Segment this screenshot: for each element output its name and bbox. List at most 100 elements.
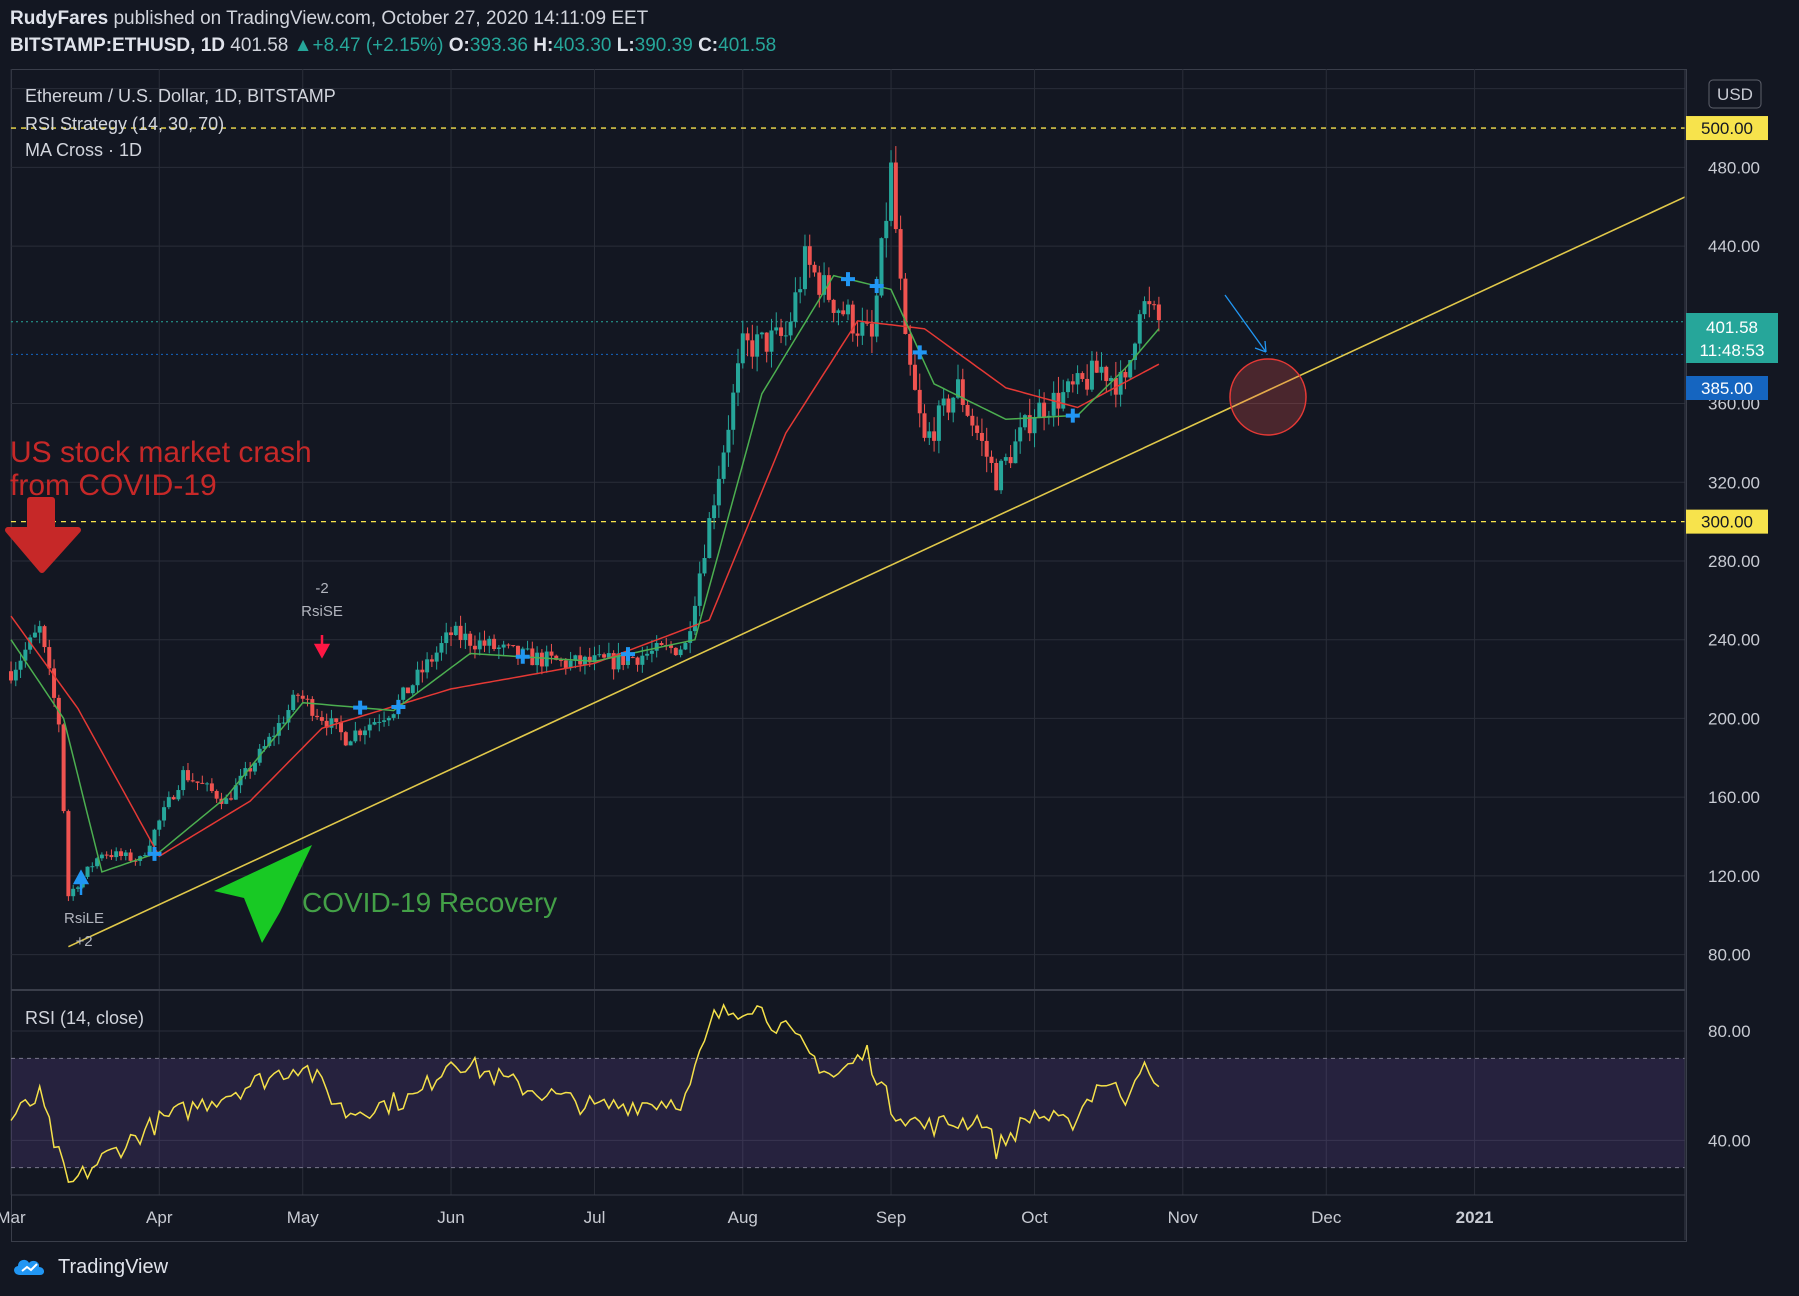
candle-body [252, 762, 257, 772]
candle-body [692, 605, 697, 632]
author-name[interactable]: RudyFares [10, 8, 109, 29]
candle-body [171, 797, 176, 800]
candle-body [1022, 415, 1027, 428]
candle-body [798, 289, 803, 293]
candle-body [1085, 378, 1090, 390]
currency-badge[interactable]: USD [1708, 79, 1762, 109]
candle-body [1075, 373, 1080, 385]
candle-body [32, 632, 37, 638]
strategy-legend[interactable]: RSI Strategy (14, 30, 70) [25, 114, 225, 134]
candle-body [922, 413, 927, 438]
candle-body [343, 732, 348, 746]
candle-body [826, 275, 831, 300]
rsi-tick-label: 80.00 [1708, 1022, 1751, 1041]
symbol-info: BITSTAMP:ETHUSD, 1D 401.58 ▲+8.47 (+2.15… [10, 35, 776, 57]
candle-body [13, 669, 18, 681]
candle-body [1056, 392, 1061, 409]
buy-markers [147, 272, 1080, 861]
time-tick-label: Nov [1168, 1208, 1199, 1227]
price-tick-label: 120.00 [1708, 867, 1760, 886]
short-signal-marker[interactable]: -2 RsiSE [301, 580, 343, 659]
candle-body [1142, 301, 1147, 315]
candle-body [162, 807, 167, 821]
chart-title[interactable]: Ethereum / U.S. Dollar, 1D, BITSTAMP [25, 86, 336, 106]
candle-body [1128, 360, 1133, 378]
candle-body [640, 655, 645, 665]
candle-body [453, 625, 458, 636]
level-500-badge: 500.00 [1686, 116, 1768, 141]
candle-body [262, 746, 267, 749]
svg-text:RsiSE: RsiSE [301, 603, 343, 620]
candle-body [224, 798, 229, 804]
time-tick-label: 2021 [1456, 1208, 1494, 1227]
rsi-axis[interactable]: 40.00 80.00 [1708, 1022, 1751, 1150]
candle-body [405, 687, 410, 694]
publish-date: published on TradingView.com, October 27… [108, 8, 649, 29]
low-value: 390.39 [634, 35, 693, 56]
candle-body [291, 694, 296, 711]
candle-body [449, 632, 454, 636]
candle-body [233, 785, 238, 800]
candle-body [305, 698, 310, 700]
candle-body [75, 887, 80, 889]
candle-body [788, 321, 793, 336]
candle-body [133, 860, 138, 862]
candle-body [630, 657, 635, 659]
candle-body [52, 668, 57, 698]
candle-body [951, 397, 956, 413]
candle-body [315, 715, 320, 718]
candle-body [181, 770, 186, 791]
time-axis[interactable]: Mar Apr May Jun Jul Aug Sep Oct Nov Dec 2021 [0, 1208, 1493, 1227]
candle-body [898, 229, 903, 279]
price-tick-label: 280.00 [1708, 552, 1760, 571]
candle-body [482, 640, 487, 646]
candle-body [855, 333, 860, 336]
candle-body [71, 888, 76, 897]
candle-body [812, 264, 817, 273]
candle-body [678, 649, 683, 656]
rsi-legend[interactable]: RSI (14, close) [25, 1008, 145, 1028]
candle-body [836, 310, 841, 313]
candle-body [1109, 377, 1114, 382]
candle-body [185, 770, 190, 781]
candle-body [1003, 457, 1008, 461]
candle-body [807, 246, 812, 265]
candle-body [635, 657, 640, 665]
candle-body [272, 735, 277, 737]
candle-body [783, 335, 788, 337]
candle-body [1094, 360, 1099, 373]
candle-body [281, 722, 286, 724]
candle-body [559, 659, 564, 661]
tradingview-logo[interactable]: TradingView [10, 1255, 168, 1279]
candle-body [1104, 366, 1109, 382]
candle-body [970, 415, 975, 426]
candle-body [755, 334, 760, 357]
buy-cross-marker [869, 278, 884, 293]
candle-body [348, 741, 353, 746]
candle-body [946, 398, 951, 413]
candle-body [367, 724, 372, 731]
candle-body [468, 633, 473, 646]
candle-body [750, 340, 755, 357]
price-tick-label: 480.00 [1708, 158, 1760, 177]
buy-cross-marker [515, 649, 530, 664]
open-label: O: [448, 35, 470, 56]
rsi-line [10, 1003, 1160, 1183]
long-signal-marker[interactable]: RsiLE +2 [64, 869, 104, 950]
candle-body [597, 654, 602, 656]
candle-body [649, 650, 654, 654]
candle-body [673, 647, 678, 656]
time-tick-label: Oct [1021, 1208, 1048, 1227]
candle-body [549, 651, 554, 656]
price-tick-label: 240.00 [1708, 631, 1760, 650]
candle-body [248, 768, 253, 772]
candle-body [195, 781, 200, 783]
candle-body [941, 398, 946, 406]
candle-body [779, 327, 784, 336]
ma-legend[interactable]: MA Cross · 1D [25, 140, 143, 160]
candle-body [889, 162, 894, 221]
candle-body [119, 851, 124, 857]
candle-body [721, 452, 726, 479]
candle-body [602, 654, 607, 658]
